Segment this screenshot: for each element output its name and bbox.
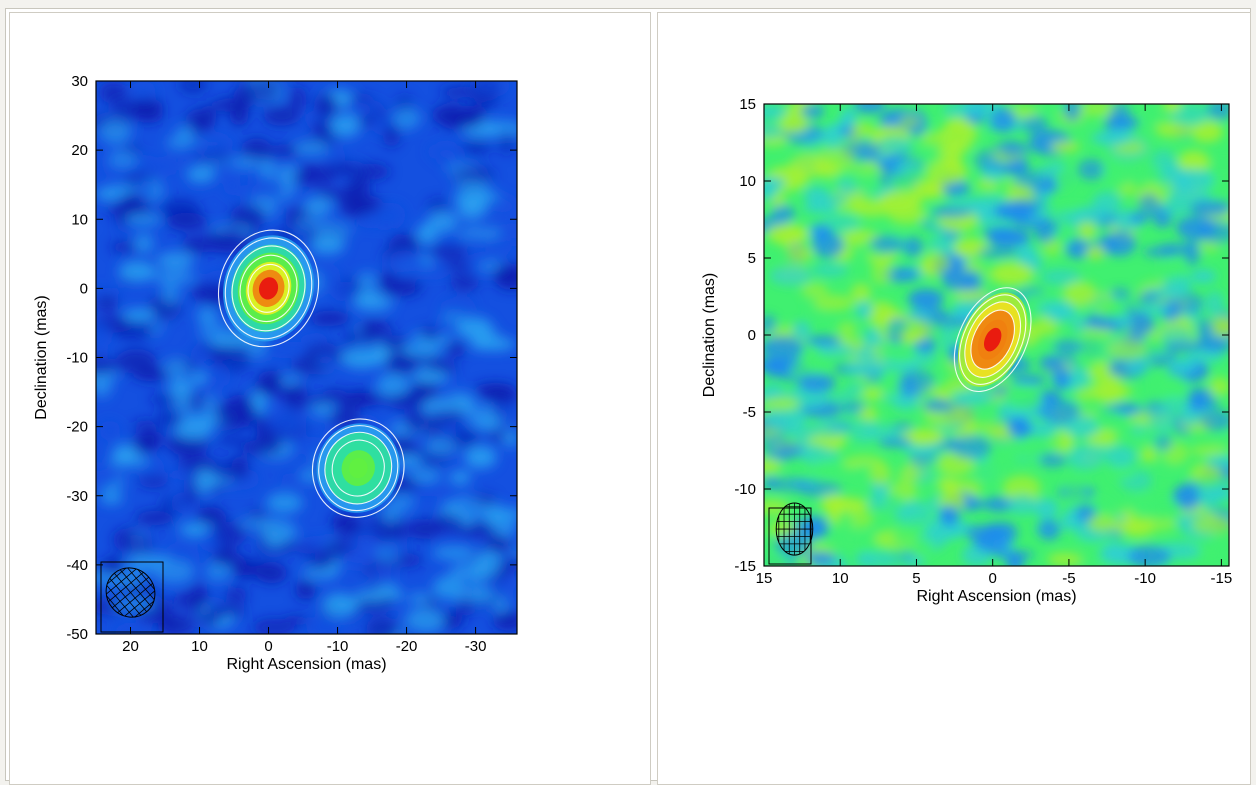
y-tick-label: 10: [739, 173, 756, 190]
contour-line: [331, 439, 385, 497]
x-tick-label: -30: [465, 638, 487, 655]
y-tick-label: -10: [66, 350, 88, 367]
contour-line: [231, 245, 306, 332]
x-tick-label: -10: [1134, 570, 1156, 587]
contour-line: [239, 254, 298, 323]
contour-line: [217, 229, 320, 348]
contour-line: [224, 237, 313, 340]
x-tick-label: -5: [1062, 570, 1075, 587]
x-tick-label: -10: [327, 638, 349, 655]
y-tick-label: -20: [66, 419, 88, 436]
source-2: [311, 418, 405, 518]
y-axis-label: Declination (mas): [33, 295, 50, 419]
map-image: [764, 104, 1229, 566]
right-panel: 15 10 5 0 -5 -10 -15 15 10 5 0 -5 -10 -15 Right Ascens…: [657, 12, 1251, 785]
x-tick-label: -20: [396, 638, 418, 655]
beam-inset: [100, 561, 164, 633]
y-tick-label: 15: [739, 96, 756, 113]
y-tick-label: 10: [71, 211, 88, 228]
sources: [953, 287, 1032, 393]
y-tick-label: 20: [71, 142, 88, 159]
x-tick-label: 10: [832, 570, 849, 587]
y-tick-label: 30: [71, 73, 88, 90]
beam-inset: [768, 502, 814, 565]
contour-line: [318, 425, 399, 512]
contour-line: [247, 263, 290, 313]
y-tick-label: -30: [66, 488, 88, 505]
map-image: [96, 81, 517, 634]
contour-line: [970, 309, 1015, 370]
x-axis-label: Right Ascension (mas): [226, 656, 386, 673]
y-tick-label: -10: [734, 481, 756, 498]
y-tick-label: -40: [66, 557, 88, 574]
y-tick-label: 0: [80, 280, 88, 297]
x-tick-label: -15: [1211, 570, 1233, 587]
x-tick-label: 5: [912, 570, 920, 587]
x-tick-label: 10: [191, 638, 208, 655]
left-radio-map: 20 10 0 -10 -20 -30 30 20 10 0 -10 -20 -30 -40 -50 Righ…: [33, 73, 518, 673]
x-tick-label: 20: [122, 638, 139, 655]
x-tick-label: 0: [989, 570, 997, 587]
source-1: [217, 229, 320, 348]
y-axis-label: Declination (mas): [701, 273, 718, 397]
x-axis-label: Right Ascension (mas): [916, 588, 1076, 605]
contour-line: [311, 418, 405, 518]
contour-line: [964, 301, 1022, 378]
x-tick-label: 0: [264, 638, 272, 655]
source-1: [953, 287, 1032, 393]
x-tick-label: 15: [756, 570, 773, 587]
y-tick-label: -50: [66, 626, 88, 643]
map-noise: [764, 104, 1229, 566]
y-tick-label: -5: [743, 404, 756, 421]
y-tick-label: -15: [734, 558, 756, 575]
contour-line: [324, 431, 393, 505]
contour-line: [959, 294, 1027, 385]
left-panel: 20 10 0 -10 -20 -30 30 20 10 0 -10 -20 -30 -40 -50 Righ…: [9, 12, 651, 785]
y-tick-label: 5: [748, 250, 756, 267]
contour-line: [953, 287, 1032, 393]
sources: [217, 229, 405, 518]
y-tick-label: 0: [748, 327, 756, 344]
